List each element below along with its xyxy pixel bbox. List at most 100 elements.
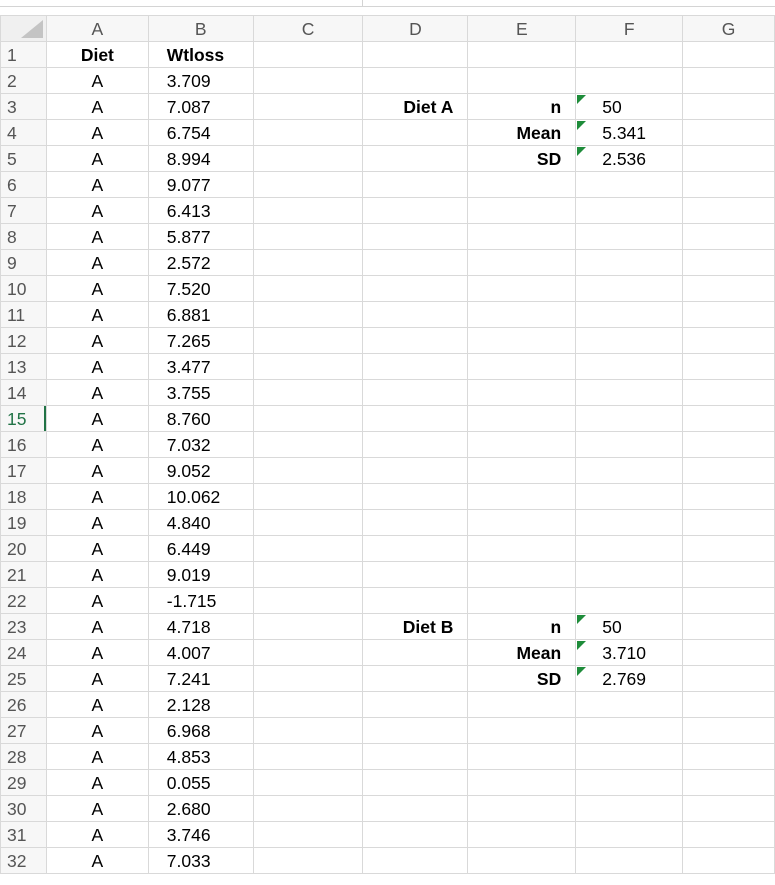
cell-f[interactable] bbox=[575, 457, 684, 484]
row-header[interactable]: 9 bbox=[0, 249, 47, 276]
row-header[interactable]: 32 bbox=[0, 847, 47, 874]
cell-b[interactable]: 4.853 bbox=[147, 743, 254, 770]
cell-e[interactable] bbox=[467, 41, 577, 68]
cell-a[interactable]: A bbox=[45, 93, 149, 120]
cell-f[interactable] bbox=[575, 249, 684, 276]
cell-b[interactable]: 7.087 bbox=[147, 93, 254, 120]
cell-e[interactable] bbox=[467, 587, 577, 614]
cell-a[interactable]: A bbox=[45, 197, 149, 224]
cell-g[interactable] bbox=[682, 743, 775, 770]
cell-c[interactable] bbox=[252, 327, 364, 354]
cell-a[interactable]: A bbox=[45, 67, 149, 94]
cell-g[interactable] bbox=[682, 821, 775, 848]
cell-g[interactable] bbox=[682, 457, 775, 484]
cell-d[interactable]: Diet A bbox=[362, 93, 469, 120]
cell-e[interactable] bbox=[467, 847, 577, 874]
cell-c[interactable] bbox=[252, 691, 364, 718]
cell-c[interactable] bbox=[252, 535, 364, 562]
cell-b[interactable]: 7.520 bbox=[147, 275, 254, 302]
cell-a[interactable]: A bbox=[45, 301, 149, 328]
cell-a[interactable]: A bbox=[45, 769, 149, 796]
cell-a[interactable]: A bbox=[45, 847, 149, 874]
error-indicator-icon[interactable] bbox=[577, 667, 587, 676]
cell-g[interactable] bbox=[682, 769, 775, 796]
cell-f[interactable] bbox=[575, 405, 684, 432]
cell-g[interactable] bbox=[682, 353, 775, 380]
cell-a[interactable]: A bbox=[45, 457, 149, 484]
cell-g[interactable] bbox=[682, 795, 775, 822]
cell-a[interactable]: A bbox=[45, 431, 149, 458]
cell-d[interactable] bbox=[362, 483, 469, 510]
cell-f[interactable] bbox=[575, 769, 684, 796]
cell-a[interactable]: A bbox=[45, 119, 149, 146]
cell-d[interactable] bbox=[362, 795, 469, 822]
cell-g[interactable] bbox=[682, 197, 775, 224]
cell-c[interactable] bbox=[252, 41, 364, 68]
cell-d[interactable] bbox=[362, 301, 469, 328]
cell-d[interactable] bbox=[362, 691, 469, 718]
cell-d[interactable] bbox=[362, 249, 469, 276]
cell-a[interactable]: A bbox=[45, 665, 149, 692]
row-header[interactable]: 23 bbox=[0, 613, 47, 640]
cell-a[interactable]: A bbox=[45, 691, 149, 718]
cell-c[interactable] bbox=[252, 223, 364, 250]
cell-c[interactable] bbox=[252, 795, 364, 822]
cell-c[interactable] bbox=[252, 119, 364, 146]
cell-f[interactable] bbox=[575, 561, 684, 588]
cell-f[interactable] bbox=[575, 535, 684, 562]
cell-b[interactable]: -1.715 bbox=[147, 587, 254, 614]
cell-g[interactable] bbox=[682, 717, 775, 744]
cell-e[interactable] bbox=[467, 821, 577, 848]
row-header[interactable]: 16 bbox=[0, 431, 47, 458]
cell-e[interactable]: n bbox=[467, 93, 577, 120]
cell-d[interactable] bbox=[362, 717, 469, 744]
cell-f[interactable] bbox=[575, 847, 684, 874]
cell-c[interactable] bbox=[252, 821, 364, 848]
cell-a[interactable]: A bbox=[45, 821, 149, 848]
column-header-a[interactable]: A bbox=[45, 15, 149, 42]
cell-e[interactable] bbox=[467, 275, 577, 302]
row-header[interactable]: 17 bbox=[0, 457, 47, 484]
row-header[interactable]: 21 bbox=[0, 561, 47, 588]
cell-f[interactable] bbox=[575, 171, 684, 198]
row-header[interactable]: 20 bbox=[0, 535, 47, 562]
cell-c[interactable] bbox=[252, 717, 364, 744]
cell-b[interactable]: 0.055 bbox=[147, 769, 254, 796]
cell-b[interactable]: 7.265 bbox=[147, 327, 254, 354]
cell-e[interactable] bbox=[467, 327, 577, 354]
cell-e[interactable] bbox=[467, 223, 577, 250]
cell-c[interactable] bbox=[252, 769, 364, 796]
cell-c[interactable] bbox=[252, 847, 364, 874]
cell-g[interactable] bbox=[682, 665, 775, 692]
cell-c[interactable] bbox=[252, 67, 364, 94]
row-header[interactable]: 18 bbox=[0, 483, 47, 510]
cell-g[interactable] bbox=[682, 249, 775, 276]
cell-f[interactable]: 5.341 bbox=[575, 119, 684, 146]
cell-g[interactable] bbox=[682, 145, 775, 172]
cell-g[interactable] bbox=[682, 67, 775, 94]
cell-f[interactable] bbox=[575, 67, 684, 94]
cell-f[interactable]: 50 bbox=[575, 93, 684, 120]
cell-b[interactable]: 4.840 bbox=[147, 509, 254, 536]
cell-b[interactable]: 9.077 bbox=[147, 171, 254, 198]
cell-d[interactable] bbox=[362, 535, 469, 562]
row-header[interactable]: 11 bbox=[0, 301, 47, 328]
cell-a[interactable]: A bbox=[45, 275, 149, 302]
cell-a[interactable]: A bbox=[45, 613, 149, 640]
cell-b[interactable]: 6.881 bbox=[147, 301, 254, 328]
cell-d[interactable] bbox=[362, 769, 469, 796]
cell-e[interactable]: Mean bbox=[467, 119, 577, 146]
row-header[interactable]: 26 bbox=[0, 691, 47, 718]
row-header[interactable]: 4 bbox=[0, 119, 47, 146]
cell-c[interactable] bbox=[252, 353, 364, 380]
cell-b[interactable]: 8.760 bbox=[147, 405, 254, 432]
cell-g[interactable] bbox=[682, 405, 775, 432]
cell-e[interactable] bbox=[467, 509, 577, 536]
cell-a[interactable]: A bbox=[45, 587, 149, 614]
row-header[interactable]: 25 bbox=[0, 665, 47, 692]
row-header[interactable]: 30 bbox=[0, 795, 47, 822]
row-header[interactable]: 29 bbox=[0, 769, 47, 796]
cell-g[interactable] bbox=[682, 171, 775, 198]
row-header[interactable]: 31 bbox=[0, 821, 47, 848]
cell-e[interactable] bbox=[467, 795, 577, 822]
